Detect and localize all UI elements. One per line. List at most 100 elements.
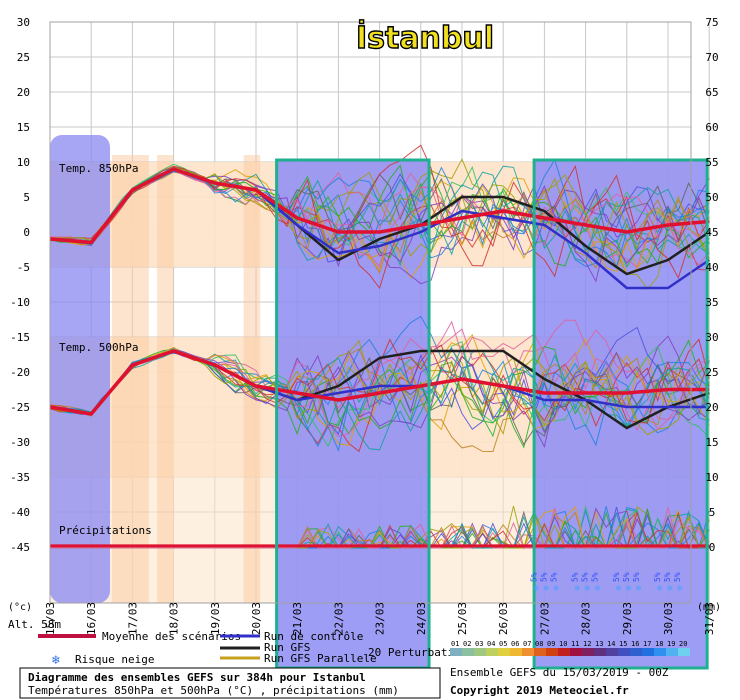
- precip-scale-label: 12: [583, 640, 591, 648]
- precip-scale-swatch: [450, 648, 462, 656]
- right-axis-tick-label: 30: [705, 331, 718, 344]
- precip-scale-label: 06: [511, 640, 519, 648]
- x-axis-date-label: 29/03: [621, 602, 634, 635]
- right-axis-tick-label: 55: [705, 156, 718, 169]
- x-axis-date-label: 18/03: [168, 602, 181, 635]
- legend-perturbations-label: 20 Perturbations: [368, 646, 474, 659]
- snow-risk-marker: 5%: [581, 572, 590, 582]
- footer-run: Ensemble GEFS du 15/03/2019 - 00Z: [450, 666, 669, 679]
- precip-scale-label: 10: [559, 640, 567, 648]
- right-axis-tick-label: 60: [705, 121, 718, 134]
- left-axis-tick-label: -30: [10, 436, 30, 449]
- x-axis-date-label: 30/03: [662, 602, 675, 635]
- snow-risk-icon: ❄: [585, 584, 591, 594]
- snow-risk-marker: 5%: [612, 572, 621, 582]
- precip-scale-swatch: [594, 648, 606, 656]
- left-axis-tick-label: 20: [17, 86, 30, 99]
- x-axis-date-label: 26/03: [497, 602, 510, 635]
- x-axis-date-label: 28/03: [580, 602, 593, 635]
- precip-scale-label: 15: [619, 640, 627, 648]
- right-axis-tick-label: 10: [705, 471, 718, 484]
- right-axis-tick-label: 45: [705, 226, 718, 239]
- snow-risk-icon: ❄: [595, 584, 601, 594]
- left-axis-tick-label: -35: [10, 471, 30, 484]
- right-axis-tick-label: 15: [705, 436, 718, 449]
- footer-copyright: Copyright 2019 Meteociel.fr: [450, 684, 629, 697]
- x-axis-date-label: 27/03: [538, 602, 551, 635]
- precip-scale-swatch: [510, 648, 522, 656]
- precip-scale-label: 20: [679, 640, 687, 648]
- legend-control-label: Run de contrôle: [264, 630, 363, 643]
- left-axis-tick-label: -15: [10, 331, 30, 344]
- left-axis-tick-label: -5: [17, 261, 30, 274]
- legend-gfs-label: Run GFS: [264, 641, 310, 654]
- right-axis-tick-label: 70: [705, 51, 718, 64]
- precip-scale-swatch: [546, 648, 558, 656]
- snow-risk-marker: 5%: [549, 572, 558, 582]
- precip-label: Précipitations: [59, 524, 152, 537]
- left-axis-tick-label: -20: [10, 366, 30, 379]
- left-axis-tick-label: -10: [10, 296, 30, 309]
- precip-scale-swatch: [570, 648, 582, 656]
- daylight-stripe: [157, 155, 174, 603]
- precip-scale-label: 19: [667, 640, 675, 648]
- precip-scale-label: 05: [499, 640, 507, 648]
- precip-scale-label: 18: [655, 640, 663, 648]
- altitude-label: Alt. 58m: [8, 618, 61, 631]
- t850-perturbation-line: [49, 171, 710, 275]
- plot-border: [49, 21, 692, 604]
- precip-scale-swatch: [666, 648, 678, 656]
- snow-risk-marker: 5%: [632, 572, 641, 582]
- footer-title: Diagramme des ensembles GEFS sur 384h po…: [28, 671, 366, 684]
- left-axis-tick-label: -25: [10, 401, 30, 414]
- precip-scale-swatch: [630, 648, 642, 656]
- daylight-stripe: [111, 155, 149, 603]
- precip-scale-swatch: [474, 648, 486, 656]
- snow-risk-icon: ❄: [636, 584, 642, 594]
- snow-risk-icon: ❄: [575, 584, 581, 594]
- x-axis-date-label: 15/03: [44, 602, 57, 635]
- precip-scale-swatch: [462, 648, 474, 656]
- snow-risk-marker: 5%: [591, 572, 600, 582]
- blue-night-band-left: [50, 135, 110, 603]
- right-axis-unit: (mm): [697, 602, 721, 613]
- snow-risk-marker: 5%: [529, 572, 538, 582]
- left-axis-tick-label: -45: [10, 541, 30, 554]
- snow-risk-icon: ❄: [51, 653, 60, 668]
- precip-scale-swatch: [606, 648, 618, 656]
- precip-scale-label: 14: [607, 640, 615, 648]
- x-axis-date-label: 24/03: [415, 602, 428, 635]
- right-axis-tick-label: 75: [705, 16, 718, 29]
- precip-scale-swatch: [522, 648, 534, 656]
- snow-risk-icon: ❄: [616, 584, 622, 594]
- precip-scale-swatch: [498, 648, 510, 656]
- legend-snow-label: Risque neige: [75, 653, 154, 666]
- mean-t500-line: [49, 349, 710, 416]
- precip-scale-label: 01: [451, 640, 459, 648]
- snow-risk-icon: ❄: [553, 584, 559, 594]
- precip-scale-label: 13: [595, 640, 603, 648]
- snow-risk-icon: ❄: [667, 584, 673, 594]
- precip-scale-swatch: [582, 648, 594, 656]
- precip-scale-label: 02: [463, 640, 471, 648]
- t850-label: Temp. 850hPa: [59, 162, 138, 175]
- mean-t850-line: [49, 167, 710, 245]
- highlight-box-outline: [532, 158, 709, 670]
- precip-scale-label: 08: [535, 640, 543, 648]
- left-axis-tick-label: 0: [23, 226, 30, 239]
- snow-risk-icon: ❄: [533, 584, 539, 594]
- left-axis-tick-label: 5: [23, 191, 30, 204]
- left-axis-tick-label: 25: [17, 51, 30, 64]
- precip-scale-swatch: [618, 648, 630, 656]
- x-axis-date-label: 23/03: [374, 602, 387, 635]
- snow-risk-icon: ❄: [543, 584, 549, 594]
- left-axis-tick-label: 15: [17, 121, 30, 134]
- legend-mean-label: Moyenne des scénarios: [102, 630, 241, 643]
- x-axis-date-label: 31/03: [703, 602, 716, 635]
- right-axis-tick-label: 65: [705, 86, 718, 99]
- x-axis-date-label: 25/03: [456, 602, 469, 635]
- t850-perturbation-line: [49, 163, 710, 259]
- t850-perturbation-line: [49, 158, 710, 268]
- footer-subtitle: Températures 850hPa et 500hPa (°C) , pré…: [28, 684, 399, 697]
